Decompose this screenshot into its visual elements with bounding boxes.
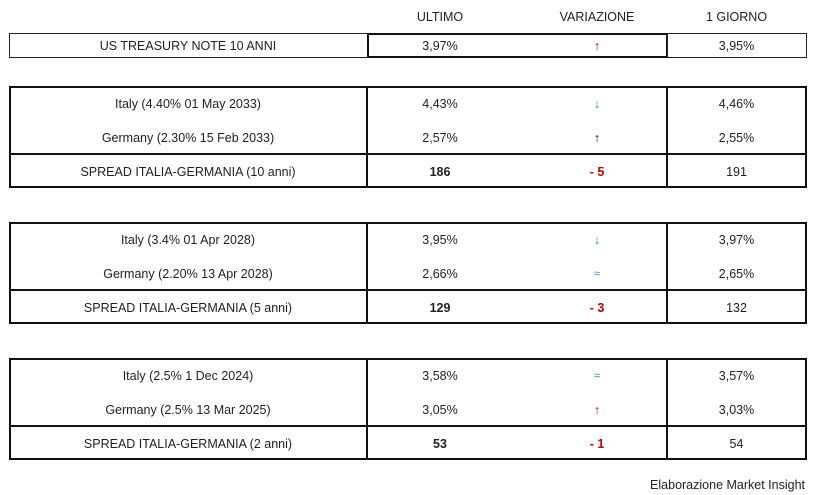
- divider: [666, 86, 668, 188]
- spread-variazione: - 5: [589, 165, 605, 179]
- header-ultimo: ULTIMO: [416, 10, 464, 24]
- bond-ultimo: 4,43%: [422, 97, 458, 111]
- bond-block: [9, 358, 807, 460]
- spread-label: SPREAD ITALIA-GERMANIA (2 anni): [83, 437, 293, 451]
- divider: [366, 86, 368, 188]
- treasury-ultimo: 3,97%: [422, 39, 458, 53]
- arrow-down-icon: ↓: [593, 233, 601, 247]
- spread-label: SPREAD ITALIA-GERMANIA (5 anni): [83, 301, 293, 315]
- spread-ultimo: 186: [429, 165, 451, 179]
- bond-giorno: 3,03%: [718, 403, 755, 417]
- bond-ultimo: 3,05%: [422, 403, 458, 417]
- treasury-giorno: 3,95%: [718, 39, 755, 53]
- divider: [9, 425, 807, 427]
- arrow-up-icon: ↑: [593, 39, 601, 53]
- bond-label: Germany (2.30% 15 Feb 2033): [101, 131, 275, 145]
- spread-variazione: - 1: [589, 437, 605, 451]
- header-variazione: VARIAZIONE: [559, 10, 635, 24]
- bond-ultimo: 3,58%: [422, 369, 458, 383]
- bond-label: Italy (2.5% 1 Dec 2024): [122, 369, 254, 383]
- header-1-giorno: 1 GIORNO: [705, 10, 768, 24]
- treasury-giorno-box: [667, 33, 807, 58]
- spread-ultimo: 53: [433, 437, 447, 451]
- bond-block: [9, 86, 807, 188]
- bond-label: Germany (2.20% 13 Apr 2028): [103, 267, 273, 281]
- bond-giorno: 3,97%: [718, 233, 755, 247]
- spread-label: SPREAD ITALIA-GERMANIA (10 anni): [80, 165, 296, 179]
- spread-giorno: 54: [729, 437, 744, 451]
- spread-giorno: 191: [726, 165, 747, 179]
- divider: [366, 358, 368, 460]
- divider: [666, 358, 668, 460]
- bond-ultimo: 2,57%: [422, 131, 458, 145]
- bond-giorno: 3,57%: [718, 369, 755, 383]
- bond-giorno: 2,55%: [718, 131, 755, 145]
- footer-source: Elaborazione Market Insight: [650, 478, 805, 492]
- bond-block: [9, 222, 807, 324]
- bond-label: Italy (3.4% 01 Apr 2028): [120, 233, 256, 247]
- approx-icon: ≈: [593, 268, 601, 280]
- divider: [9, 153, 807, 155]
- bond-label: Germany (2.5% 13 Mar 2025): [105, 403, 271, 417]
- arrow-up-icon: ↑: [593, 403, 601, 417]
- arrow-down-icon: ↓: [593, 97, 601, 111]
- spread-giorno: 132: [726, 301, 747, 315]
- bond-ultimo: 3,95%: [422, 233, 458, 247]
- treasury-label: US TREASURY NOTE 10 ANNI: [99, 39, 277, 53]
- bond-giorno: 2,65%: [718, 267, 755, 281]
- spread-variazione: - 3: [589, 301, 605, 315]
- divider: [666, 222, 668, 324]
- arrow-up-icon: ↑: [593, 131, 601, 145]
- spread-ultimo: 129: [429, 301, 451, 315]
- bond-ultimo: 2,66%: [422, 267, 458, 281]
- divider: [9, 289, 807, 291]
- bond-label: Italy (4.40% 01 May 2033): [115, 97, 261, 111]
- bond-giorno: 4,46%: [718, 97, 755, 111]
- divider: [366, 222, 368, 324]
- approx-icon: ≈: [593, 370, 601, 382]
